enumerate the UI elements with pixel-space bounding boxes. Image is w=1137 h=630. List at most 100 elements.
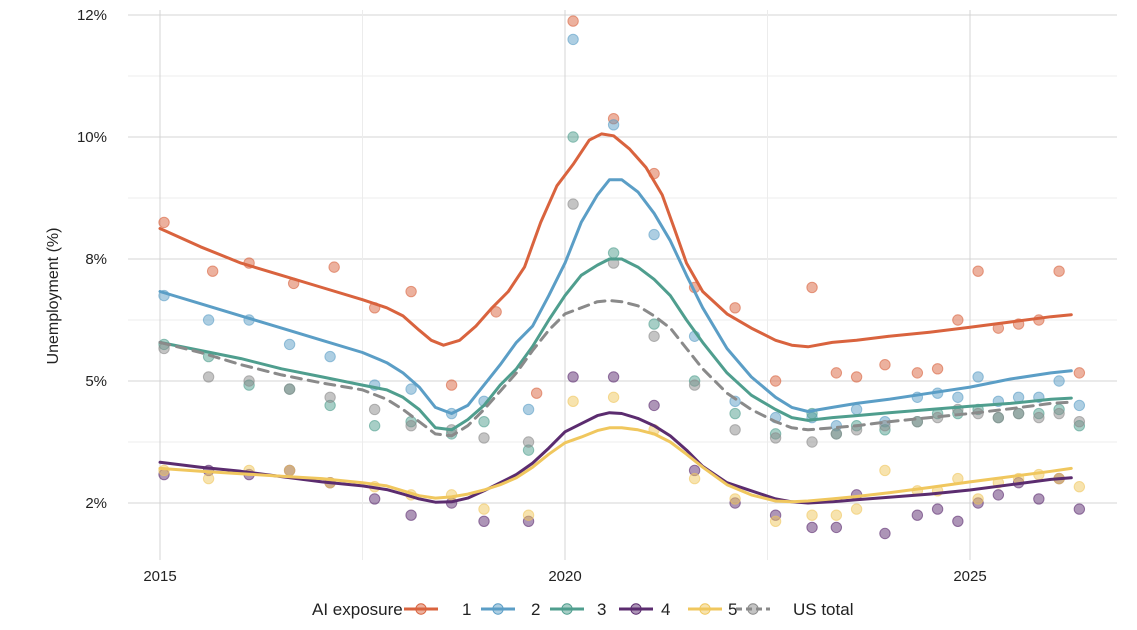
data-point-series-us-total <box>324 391 336 403</box>
data-point-series-1 <box>830 367 843 379</box>
data-point-series-4 <box>648 399 660 412</box>
data-point-series-us-total <box>1012 407 1025 420</box>
data-point-series-2 <box>567 33 579 46</box>
data-point-series-1 <box>806 281 818 294</box>
data-point-series-2 <box>952 391 964 403</box>
data-point-series-5 <box>879 464 891 477</box>
trend-line-series-5 <box>158 426 1073 504</box>
data-point-series-5 <box>202 472 215 485</box>
trend-lines <box>158 132 1073 505</box>
trend-line-series-1 <box>158 132 1073 349</box>
data-point-series-5 <box>806 509 818 521</box>
data-point-series-us-total <box>1053 407 1065 420</box>
data-point-series-5 <box>1073 481 1086 493</box>
data-point-series-1 <box>328 261 340 273</box>
data-point-series-1 <box>206 265 219 277</box>
data-point-series-1 <box>1053 265 1065 277</box>
data-point-series-5 <box>850 503 863 515</box>
data-point-series-1 <box>490 306 502 318</box>
y-tick-label: 10% <box>77 129 107 146</box>
x-tick-label: 2025 <box>953 568 986 585</box>
data-point-series-us-total <box>1073 415 1086 428</box>
data-point-series-1 <box>530 387 543 399</box>
x-tick-label: 2015 <box>143 568 176 585</box>
data-point-series-5 <box>607 391 620 403</box>
legend-label: US total <box>793 600 853 619</box>
y-tick-label: 8% <box>85 251 107 268</box>
data-point-series-2 <box>1073 399 1086 412</box>
legend-key-dot <box>699 603 711 615</box>
data-point-series-2 <box>729 395 741 408</box>
trend-line-series-3 <box>158 257 1073 432</box>
legend-key-dot <box>415 603 427 615</box>
data-point-series-1 <box>445 379 458 391</box>
data-point-series-1 <box>879 359 891 371</box>
data-point-series-3 <box>607 247 620 259</box>
legend-label: 3 <box>597 600 606 619</box>
data-point-series-5 <box>830 509 843 521</box>
trend-line-series-2 <box>158 178 1073 415</box>
data-point-series-us-total <box>283 383 296 395</box>
data-point-series-4 <box>992 489 1005 501</box>
data-point-series-2 <box>850 403 863 416</box>
data-point-series-us-total <box>806 436 818 448</box>
data-point-series-us-total <box>688 379 701 391</box>
data-point-series-us-total <box>729 424 741 436</box>
data-point-series-us-total <box>648 330 660 342</box>
data-point-series-2 <box>648 228 660 241</box>
legend-key-dot <box>630 603 642 615</box>
legend-key-dot <box>747 603 759 615</box>
data-point-series-1 <box>769 375 782 387</box>
data-point-series-4 <box>879 527 891 540</box>
data-point-series-5 <box>567 395 579 408</box>
data-point-series-2 <box>972 371 984 383</box>
data-point-series-us-total <box>1033 411 1045 424</box>
data-point-series-5 <box>729 493 741 505</box>
data-point-series-2 <box>607 119 620 131</box>
data-point-series-us-total <box>567 198 579 210</box>
data-point-series-5 <box>972 493 984 505</box>
data-point-series-5 <box>158 464 170 477</box>
data-point-series-us-total <box>830 428 843 440</box>
data-point-series-2 <box>202 314 215 326</box>
legend-title: AI exposure <box>312 600 403 619</box>
data-point-series-1 <box>729 302 741 314</box>
grid <box>128 10 1117 560</box>
data-point-series-5 <box>478 503 490 515</box>
legend-label: 2 <box>531 600 540 619</box>
data-point-series-us-total <box>522 436 535 448</box>
data-point-series-5 <box>769 515 782 527</box>
legend-label: 5 <box>728 600 737 619</box>
data-point-series-4 <box>952 515 964 527</box>
data-point-series-1 <box>567 15 579 27</box>
data-point-series-3 <box>368 420 381 432</box>
data-point-series-2 <box>283 338 296 351</box>
data-point-series-5 <box>283 464 296 477</box>
data-point-series-us-total <box>769 432 782 444</box>
y-tick-label: 12% <box>77 7 107 24</box>
x-tick-label: 2020 <box>548 568 581 585</box>
data-point-series-3 <box>478 415 490 428</box>
data-point-series-us-total <box>202 371 215 383</box>
data-point-series-4 <box>478 515 490 527</box>
data-point-series-4 <box>567 371 579 383</box>
data-point-series-1 <box>158 216 170 229</box>
data-point-series-1 <box>911 367 924 379</box>
y-axis-title: Unemployment (%) <box>45 228 62 365</box>
data-point-series-1 <box>931 363 944 375</box>
data-point-series-us-total <box>368 403 381 416</box>
axis-ticks: 2% 5% 8% 10% 12% 2015 2020 2025 <box>77 7 987 585</box>
data-point-series-3 <box>729 407 741 420</box>
data-point-series-4 <box>911 509 924 521</box>
data-point-series-4 <box>607 371 620 383</box>
legend-label: 4 <box>661 600 670 619</box>
data-points <box>158 15 1086 540</box>
data-point-series-2 <box>1053 375 1065 387</box>
data-point-series-3 <box>648 318 660 330</box>
data-point-series-us-total <box>243 375 255 387</box>
legend-key-dot <box>561 603 573 615</box>
data-point-series-4 <box>405 509 417 521</box>
data-point-series-2 <box>324 350 336 363</box>
y-tick-label: 2% <box>85 495 107 512</box>
